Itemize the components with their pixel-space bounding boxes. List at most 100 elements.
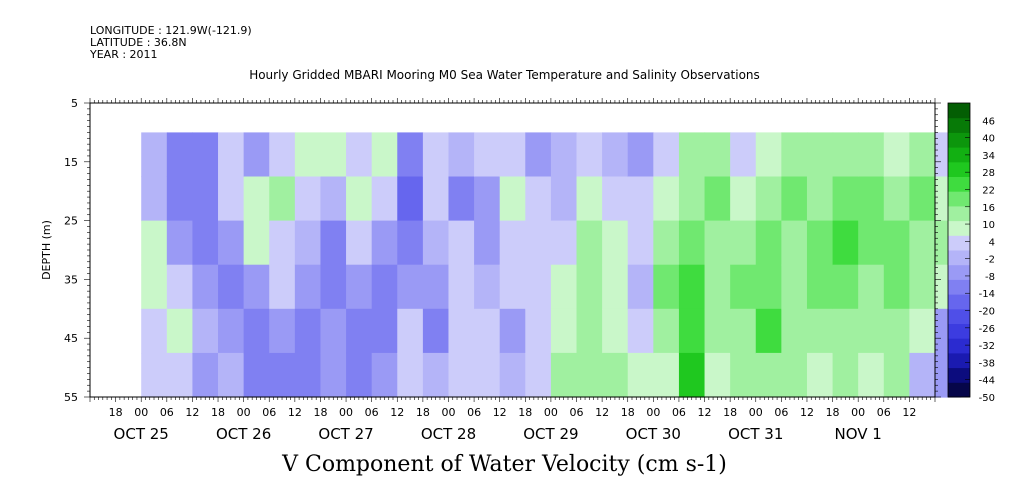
heatmap-cell — [730, 308, 757, 354]
x-hour-label: 06 — [262, 406, 276, 419]
y-tick-label: 35 — [64, 273, 78, 286]
heatmap-cell — [499, 176, 526, 222]
colorbar-label: -2 — [985, 255, 995, 266]
x-hour-label: 06 — [672, 406, 686, 419]
colorbar-swatch — [948, 103, 970, 119]
heatmap-cell — [525, 220, 552, 266]
heatmap-cell — [499, 220, 526, 266]
x-hour-label: 06 — [774, 406, 788, 419]
heatmap-cell — [294, 132, 322, 178]
heatmap-cell — [397, 220, 424, 266]
heatmap-cell — [499, 308, 526, 354]
colorbar-swatch — [948, 367, 970, 383]
heatmap-cell — [243, 352, 270, 398]
colorbar: 46 40 34 28 22 16 10 4 -2 -8 -14 -20 -26 -32 -38 -44 -50 — [947, 102, 995, 404]
heatmap-cell — [909, 308, 936, 354]
heatmap-cell — [422, 220, 450, 266]
x-hour-label: 18 — [723, 406, 737, 419]
heatmap-cell — [550, 308, 578, 354]
heatmap-cell — [730, 264, 757, 310]
heatmap-cell — [525, 308, 552, 354]
heatmap-cell — [166, 176, 194, 222]
heatmap-cell — [346, 264, 373, 310]
colorbar-swatch — [948, 191, 970, 207]
heatmap-cell — [627, 176, 654, 222]
heatmap-cell — [371, 132, 398, 178]
heatmap-cell — [448, 132, 475, 178]
heatmap-cell — [909, 176, 936, 222]
heatmap-cell — [704, 264, 731, 310]
colorbar-label: 4 — [989, 237, 995, 248]
heatmap-cell — [141, 264, 168, 310]
heatmap-cell — [525, 176, 552, 222]
heatmap-cell — [192, 176, 219, 222]
heatmap-cell — [602, 132, 629, 178]
x-hour-label: 12 — [595, 406, 609, 419]
heatmap-cell — [909, 132, 936, 178]
heatmap-cell — [269, 352, 296, 398]
colorbar-label: 22 — [982, 185, 995, 196]
heatmap-cell — [730, 132, 757, 178]
heatmap-cell — [858, 352, 885, 398]
heatmap-cell — [218, 264, 245, 310]
heatmap-cell — [294, 176, 322, 222]
heatmap-cell — [653, 264, 680, 310]
heatmap-cell — [397, 264, 424, 310]
heatmap-cell — [166, 132, 194, 178]
heatmap-cell — [346, 352, 373, 398]
heatmap-cell — [576, 220, 603, 266]
heatmap-cell — [678, 352, 706, 398]
heatmap-cell — [141, 352, 168, 398]
colorbar-label: -38 — [979, 358, 995, 369]
heatmap-cell — [243, 264, 270, 310]
heatmap-cell — [166, 352, 194, 398]
x-hour-label: 18 — [109, 406, 123, 419]
x-axis-title: V Component of Water Velocity (cm s-1) — [282, 452, 727, 477]
heatmap-cell — [755, 176, 782, 222]
heatmap-cell — [704, 176, 731, 222]
y-axis-ticks: 5 15 25 35 45 55 — [64, 97, 941, 404]
heatmap-cell — [397, 176, 424, 222]
heatmap-cell — [602, 220, 629, 266]
heatmap-cell — [474, 352, 501, 398]
x-hour-label: 00 — [544, 406, 558, 419]
heatmap-cell — [909, 264, 936, 310]
x-hour-label: 18 — [826, 406, 840, 419]
heatmap-cell — [422, 308, 450, 354]
heatmap-cell — [346, 132, 373, 178]
colorbar-label: -20 — [979, 307, 995, 318]
heatmap-cell — [858, 132, 885, 178]
heatmap-cell — [883, 352, 910, 398]
colorbar-label: -44 — [979, 376, 995, 387]
heatmap-cell — [678, 176, 706, 222]
x-hour-label: 18 — [416, 406, 430, 419]
heatmap-cell — [448, 352, 475, 398]
x-hour-label: 12 — [698, 406, 712, 419]
x-date-label: OCT 28 — [421, 425, 476, 443]
heatmap-cell — [781, 264, 808, 310]
colorbar-frame — [947, 102, 971, 398]
heatmap-cell — [346, 176, 373, 222]
heatmap-cell — [627, 352, 654, 398]
heatmap-cell — [832, 176, 859, 222]
heatmap-cell — [602, 352, 629, 398]
heatmap-cell — [627, 264, 654, 310]
heatmap-cell — [320, 176, 347, 222]
heatmap-cell — [166, 308, 194, 354]
heatmap-cell — [627, 220, 654, 266]
colorbar-label: 16 — [982, 203, 995, 214]
heatmap-cell — [320, 132, 347, 178]
colorbar-swatch — [948, 235, 970, 251]
x-date-label: OCT 30 — [626, 425, 681, 443]
heatmap-cell — [371, 308, 398, 354]
x-hour-label: 06 — [467, 406, 481, 419]
heatmap-cell — [781, 352, 808, 398]
heatmap-cell — [474, 220, 501, 266]
x-hour-label: 12 — [800, 406, 814, 419]
heatmap-cell — [678, 132, 706, 178]
heatmap-cell — [320, 352, 347, 398]
heatmap-cell — [294, 352, 322, 398]
heatmap-cell — [576, 132, 603, 178]
heatmap-cell — [141, 132, 168, 178]
